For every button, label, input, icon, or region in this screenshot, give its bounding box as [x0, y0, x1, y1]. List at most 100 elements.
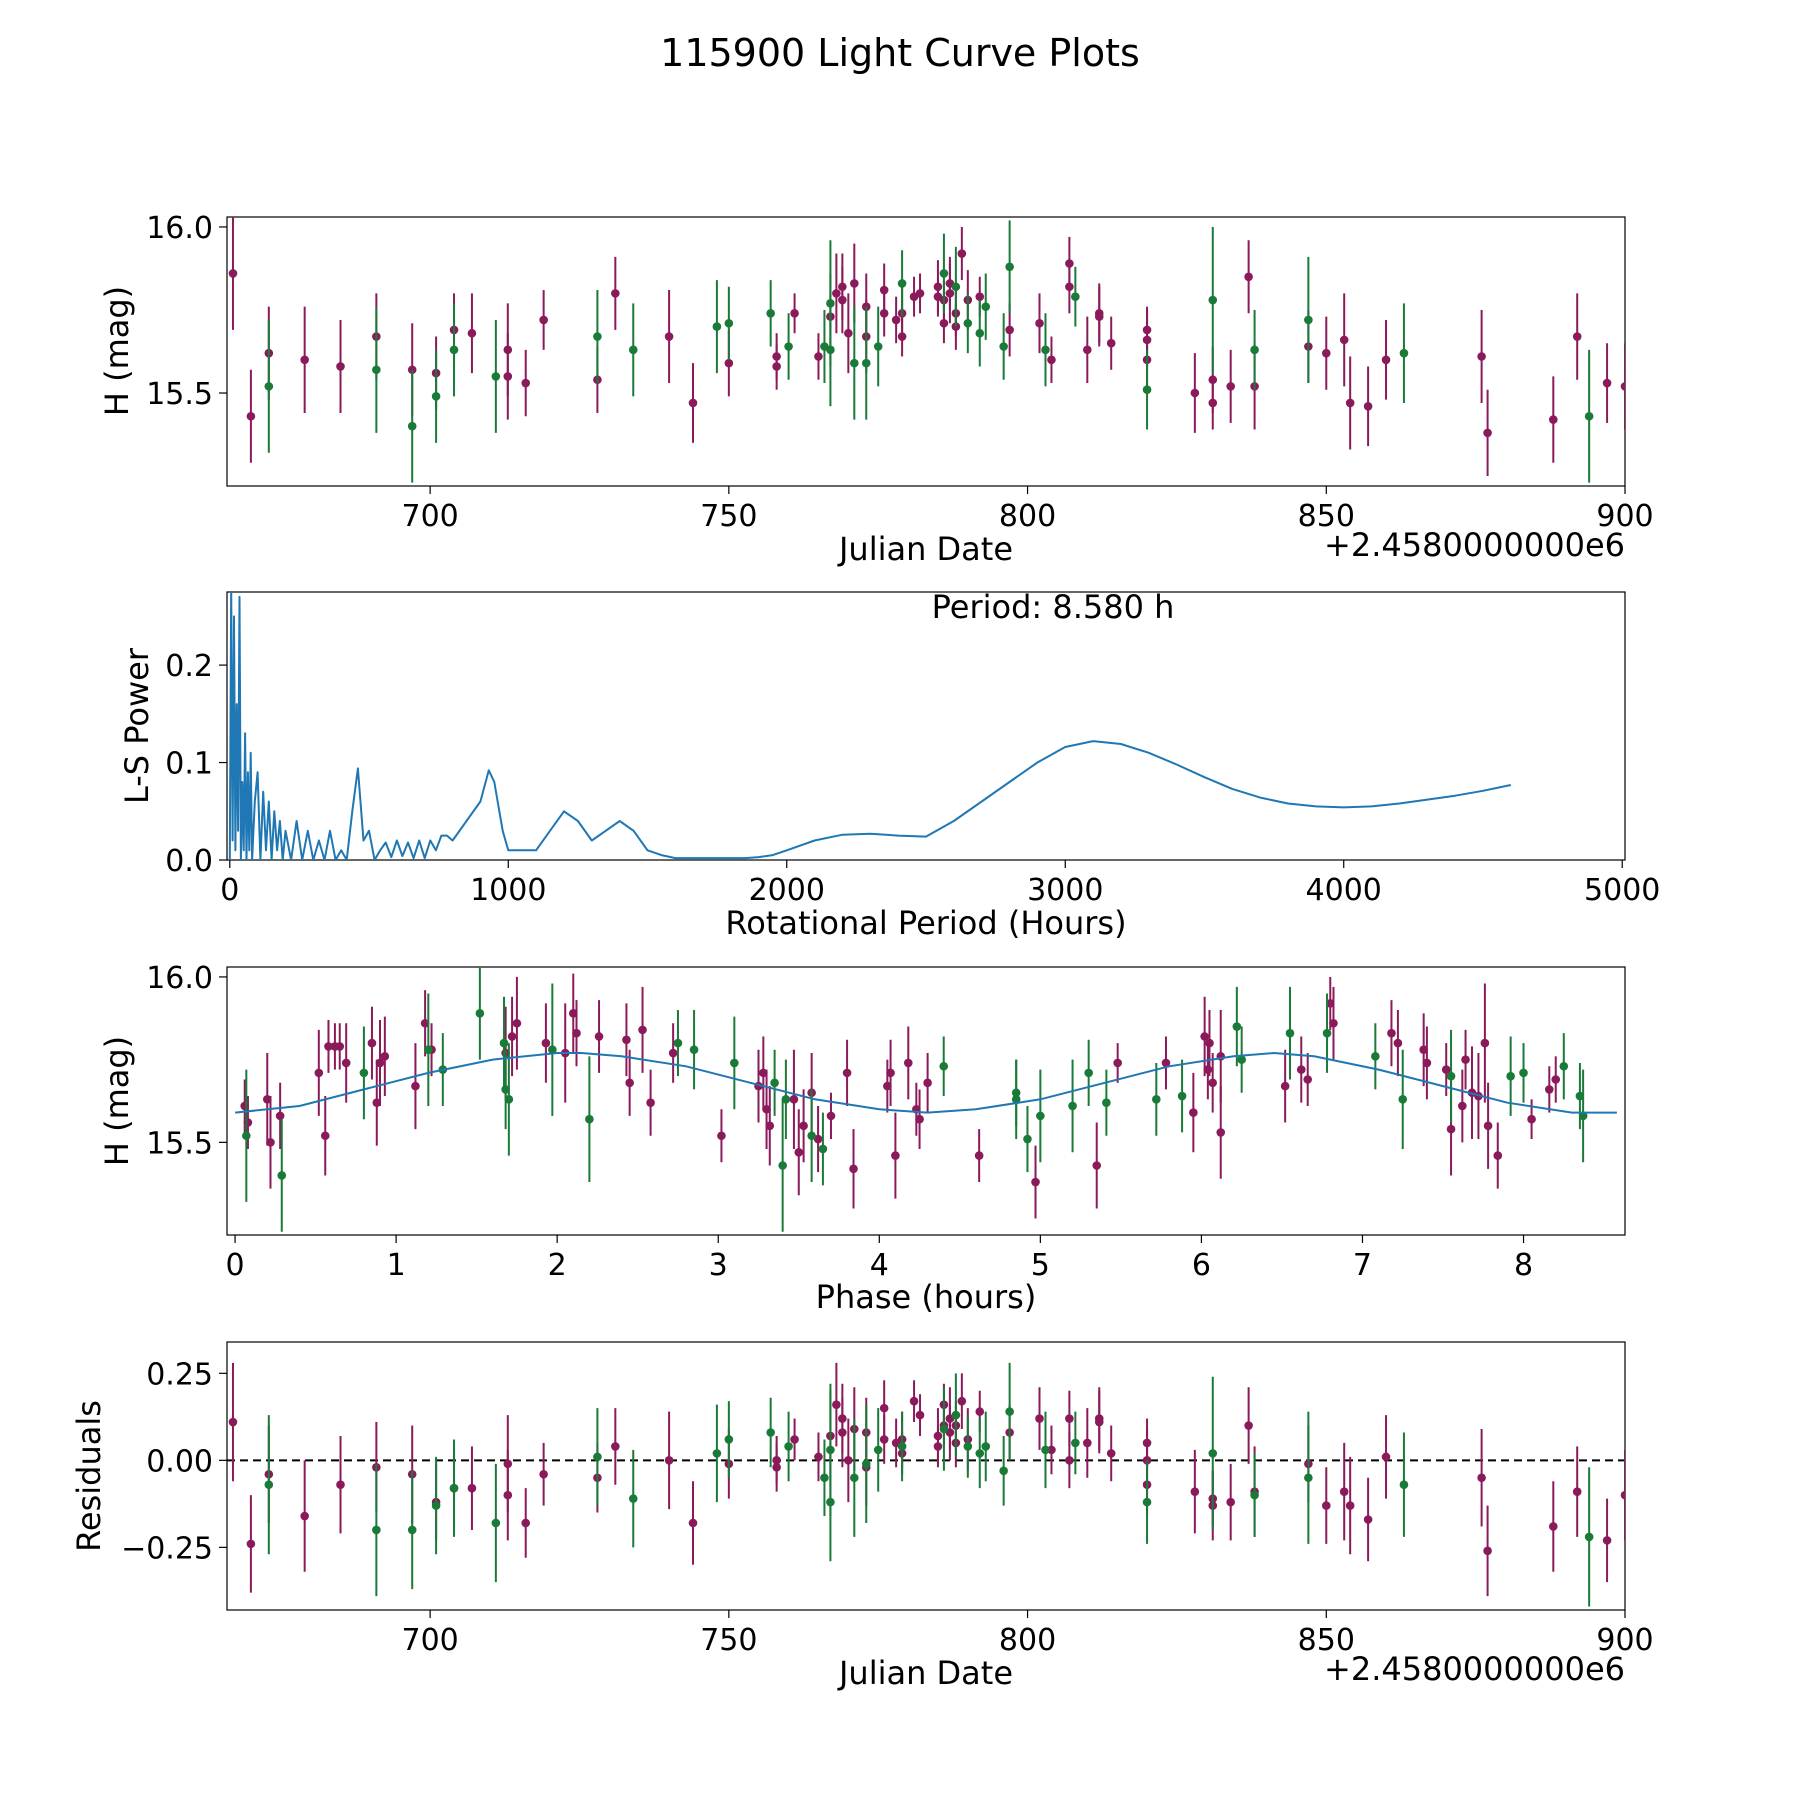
residuals-ylabel: Residuals — [70, 1400, 108, 1552]
data-point — [838, 295, 847, 305]
data-point — [770, 1078, 779, 1088]
data-point — [717, 1131, 726, 1141]
data-point — [491, 1518, 501, 1528]
data-point — [411, 1081, 420, 1091]
data-point — [1422, 1058, 1432, 1068]
data-point — [424, 1045, 433, 1055]
data-point — [277, 1171, 287, 1180]
sinusoid-model-curve — [234, 1051, 1617, 1114]
series-r-band — [228, 217, 1625, 477]
data-point — [784, 1442, 793, 1451]
data-point — [1399, 348, 1409, 358]
data-point — [850, 358, 859, 368]
data-point — [375, 1058, 385, 1068]
data-point — [275, 1111, 285, 1121]
data-point — [503, 372, 513, 381]
data-point — [512, 1018, 522, 1028]
data-point — [915, 1410, 925, 1420]
data-point — [1177, 1091, 1187, 1101]
data-point — [730, 1058, 739, 1068]
data-point — [1285, 1028, 1295, 1038]
series-r-band — [228, 1362, 1625, 1597]
data-point — [1203, 1065, 1213, 1074]
data-point — [1250, 345, 1259, 355]
x-tick-label: 5000 — [1584, 873, 1660, 908]
data-point — [372, 365, 381, 375]
data-point — [1208, 295, 1218, 305]
data-point — [324, 1042, 333, 1051]
data-point — [646, 1098, 655, 1107]
data-point — [820, 1473, 829, 1483]
data-point — [850, 1473, 859, 1483]
data-point — [1493, 1151, 1503, 1160]
data-point — [818, 1144, 828, 1154]
data-point — [873, 1445, 883, 1455]
series-r-band — [240, 973, 1561, 1219]
x-tick-label: 750 — [700, 499, 757, 534]
y-tick-label: 0.2 — [165, 649, 213, 684]
data-point — [1329, 1018, 1338, 1028]
data-point — [724, 358, 734, 368]
data-point — [300, 355, 309, 365]
data-point — [611, 289, 620, 298]
data-point — [999, 1466, 1008, 1476]
data-point — [1483, 1121, 1493, 1131]
data-point — [1102, 1098, 1111, 1107]
light-curve-data — [228, 217, 1625, 483]
data-point — [974, 1151, 984, 1160]
data-point — [1477, 1473, 1486, 1483]
x-tick-label: 3000 — [1027, 873, 1103, 908]
data-point — [765, 1121, 775, 1131]
data-point — [1068, 1101, 1077, 1111]
data-point — [939, 318, 949, 328]
data-point — [861, 358, 871, 368]
y-tick-label: 15.5 — [146, 377, 213, 412]
data-point — [724, 1435, 734, 1444]
data-point — [1602, 378, 1612, 388]
data-point — [668, 1048, 678, 1058]
data-point — [1005, 1407, 1014, 1416]
data-point — [264, 1480, 274, 1490]
x-tick-label: 850 — [1298, 499, 1355, 534]
data-point — [1304, 315, 1313, 325]
data-point — [712, 1449, 722, 1458]
x-tick-label: 6 — [1192, 1248, 1211, 1283]
data-point — [475, 1009, 485, 1018]
data-point — [420, 1018, 430, 1028]
data-point — [879, 1403, 889, 1413]
data-point — [1047, 355, 1056, 365]
x-tick-label: 700 — [401, 499, 458, 534]
data-point — [915, 1114, 924, 1124]
periodogram-data — [228, 592, 1512, 860]
data-point — [664, 1456, 674, 1465]
data-point — [879, 1435, 889, 1444]
data-point — [1371, 1052, 1380, 1061]
data-point — [1142, 1497, 1152, 1507]
data-point — [1035, 1414, 1044, 1423]
data-point — [842, 1068, 852, 1078]
data-point — [572, 1028, 581, 1038]
data-point — [849, 1164, 858, 1174]
x-tick-label: 800 — [999, 499, 1056, 534]
data-point — [1094, 312, 1104, 321]
data-point — [762, 1104, 771, 1114]
data-point — [1398, 1095, 1408, 1104]
data-point — [957, 1396, 967, 1406]
data-point — [814, 352, 823, 361]
data-point — [300, 1511, 309, 1521]
data-point — [1363, 401, 1373, 411]
y-tick-label: 0.0 — [165, 844, 213, 879]
data-point — [951, 1410, 961, 1420]
data-point — [664, 332, 674, 341]
data-point — [1280, 1081, 1290, 1091]
data-point — [957, 249, 967, 258]
plot-area — [227, 1362, 1625, 1607]
data-point — [262, 1095, 272, 1104]
data-point — [1303, 1075, 1313, 1084]
x-tick-label: 4000 — [1306, 873, 1382, 908]
x-tick-label: 850 — [1298, 1623, 1355, 1658]
periodogram-ticks: 0 1000 2000 3000 4000 5000 0.0 0.1 0.2 — [165, 649, 1660, 908]
data-point — [1035, 318, 1044, 328]
data-point — [1381, 355, 1391, 365]
